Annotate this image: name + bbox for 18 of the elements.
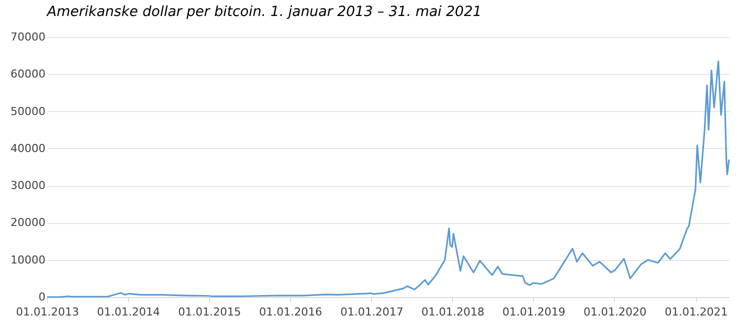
x-tick-label: 01.01.2020 [583,306,646,318]
chart-title: Amerikanske dollar per bitcoin. 1. januar 2013 – 31. mai 2021 [46,4,482,20]
y-tick-label: 0 [38,290,46,304]
y-tick-label: 50000 [10,104,46,118]
y-tick-label: 10000 [10,253,46,266]
x-tick-label: 01.01.2016 [259,306,322,318]
x-tick-label: 01.01.2014 [97,306,160,318]
x-tick-label: 01.01.2017 [340,306,404,318]
x-tick-label: 01.01.2019 [502,306,566,318]
y-tick-label: 30000 [10,179,46,192]
x-tick-label: 01.01.2018 [421,306,484,318]
x-tick-label: 01.01.2021 [664,306,728,318]
x-tick-label: 01.01.2015 [178,306,242,318]
y-tick-label: 60000 [10,68,46,81]
y-tick-label: 70000 [10,30,46,44]
x-tick-label: 01.01.2013 [16,306,79,318]
y-tick-label: 20000 [10,216,46,230]
y-tick-label: 40000 [10,142,46,155]
